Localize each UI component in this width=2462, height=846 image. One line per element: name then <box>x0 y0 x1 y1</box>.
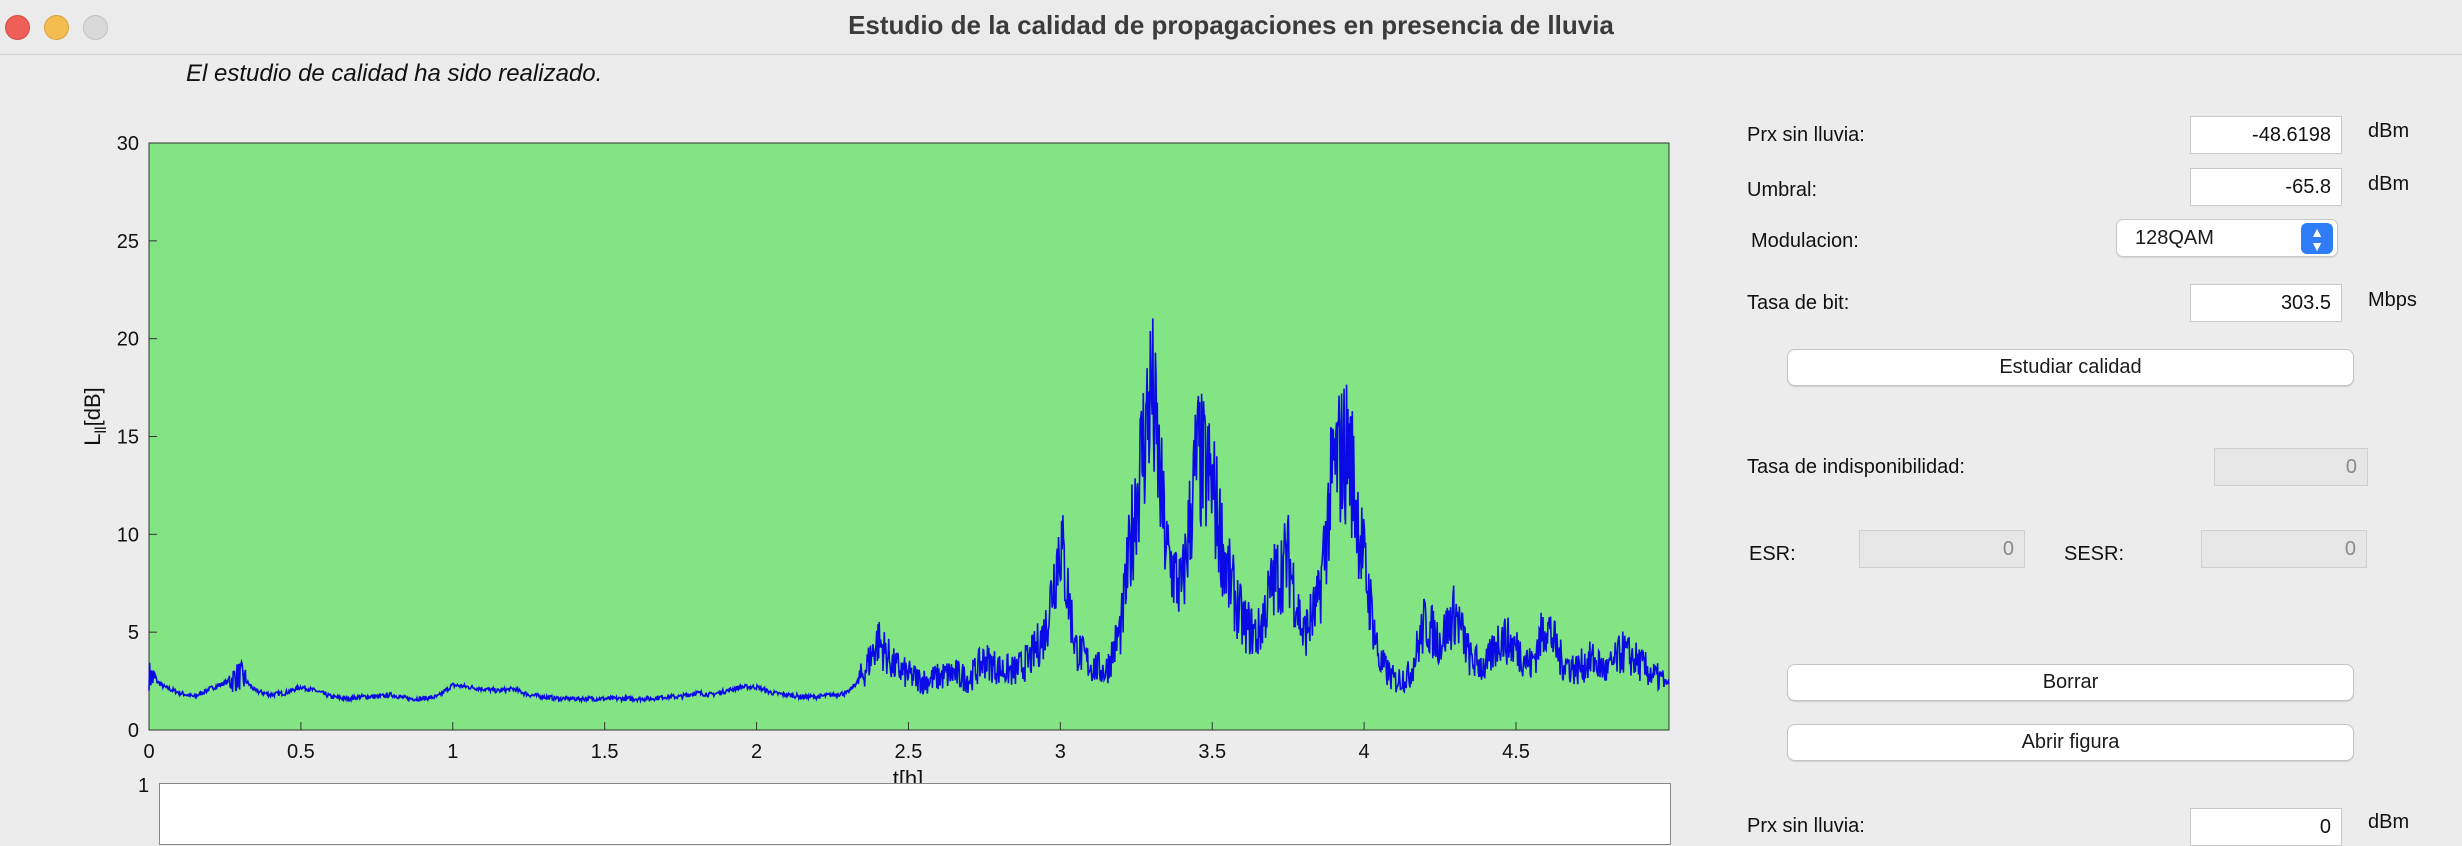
x-tick-label: 0 <box>143 741 154 763</box>
y-tick-label: 10 <box>117 524 139 546</box>
umbral-input[interactable]: -65.8 <box>2190 168 2342 206</box>
y-tick-label: 0 <box>128 720 139 742</box>
x-tick-label: 4 <box>1359 741 1370 763</box>
secondary-axes-panel <box>159 783 1671 845</box>
sesr-field[interactable]: 0 <box>2201 530 2367 568</box>
x-tick-label: 2.5 <box>895 741 923 763</box>
y-tick-label: 25 <box>117 231 139 253</box>
prx-unit-secondary: dBm <box>2368 811 2410 833</box>
x-tick-label: 1.5 <box>591 741 619 763</box>
tasa-bit-input[interactable]: 303.5 <box>2190 284 2342 322</box>
x-tick-label: 3 <box>1055 741 1066 763</box>
minimize-window-button[interactable] <box>44 15 69 40</box>
modulacion-select[interactable]: 128QAM ▲ ▼ <box>2116 219 2338 257</box>
status-message: El estudio de calidad ha sido realizado. <box>186 60 603 87</box>
esr-label: ESR: <box>1749 543 1796 565</box>
y-tick-label: 5 <box>128 622 139 644</box>
prx-label-secondary: Prx sin lluvia: <box>1747 815 1865 837</box>
sesr-label: SESR: <box>2064 543 2125 565</box>
plot-area <box>148 142 1670 731</box>
chevron-up-down-icon: ▲ ▼ <box>2301 223 2333 254</box>
modulacion-value: 128QAM <box>2135 227 2214 249</box>
y-tick-label: 30 <box>117 133 139 155</box>
x-tick-label: 0.5 <box>287 741 315 763</box>
zoom-window-button[interactable] <box>83 15 108 40</box>
close-window-button[interactable] <box>5 15 30 40</box>
tasa-bit-label: Tasa de bit: <box>1747 292 1850 314</box>
tasa-bit-unit: Mbps <box>2368 289 2417 311</box>
modulacion-label: Modulacion: <box>1751 230 1859 252</box>
estudiar-calidad-button[interactable]: Estudiar calidad <box>1787 349 2354 386</box>
series-line <box>148 318 1670 705</box>
indisponibilidad-field[interactable]: 0 <box>2214 448 2368 486</box>
prx-unit: dBm <box>2368 120 2410 142</box>
window-title: Estudio de la calidad de propagaciones e… <box>848 10 1614 40</box>
borrar-button[interactable]: Borrar <box>1787 664 2354 701</box>
title-bar: Estudio de la calidad de propagaciones e… <box>0 0 2462 55</box>
umbral-label: Umbral: <box>1747 179 1818 201</box>
x-tick-label: 3.5 <box>1198 741 1226 763</box>
y-tick-label: 20 <box>117 329 139 351</box>
prx-input-secondary[interactable]: 0 <box>2190 808 2342 846</box>
abrir-figura-button[interactable]: Abrir figura <box>1787 724 2354 761</box>
prx-input[interactable]: -48.6198 <box>2190 116 2342 154</box>
indisponibilidad-label: Tasa de indisponibilidad: <box>1747 456 1965 478</box>
y-axis-label: Lll[dB] <box>80 387 110 446</box>
prx-label: Prx sin lluvia: <box>1747 124 1865 146</box>
x-tick-label: 4.5 <box>1502 741 1530 763</box>
secondary-axis-tick: 1 <box>138 775 150 797</box>
x-tick-label: 2 <box>751 741 762 763</box>
umbral-unit: dBm <box>2368 173 2410 195</box>
esr-field[interactable]: 0 <box>1859 530 2025 568</box>
y-tick-label: 15 <box>117 427 139 449</box>
x-tick-label: 1 <box>447 741 458 763</box>
